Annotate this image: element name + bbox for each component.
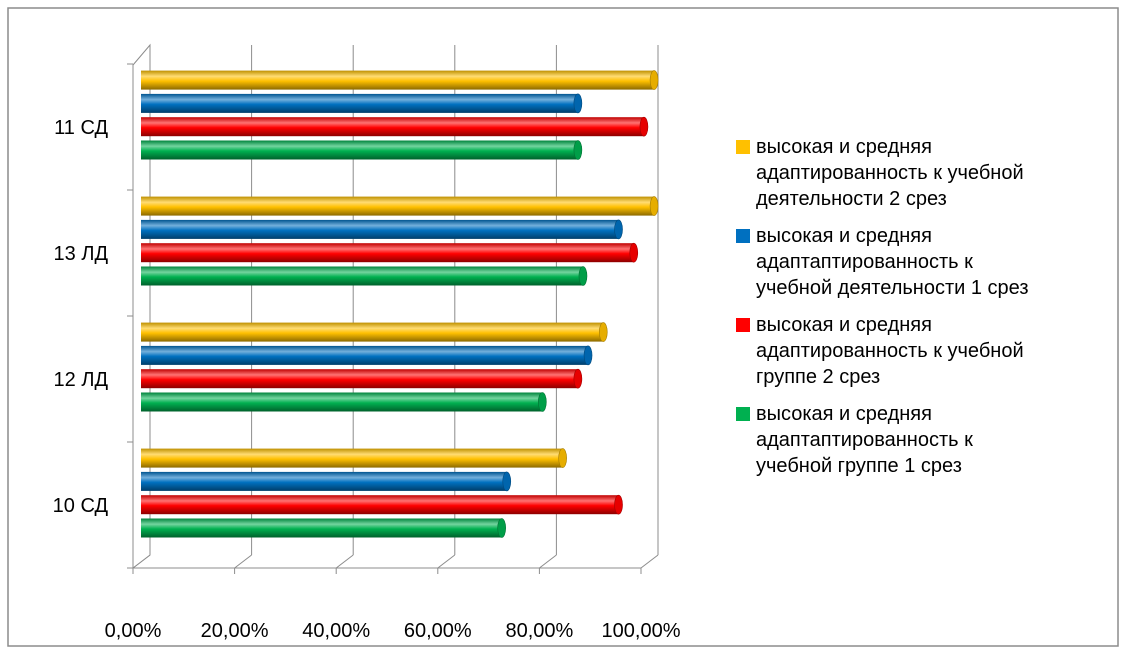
bar xyxy=(141,471,512,492)
legend-label-line: высокая и средняя xyxy=(756,314,932,336)
floor-gridline xyxy=(234,554,252,569)
y-axis-wall xyxy=(132,43,151,570)
legend-label-line: учебной группе 1 срез xyxy=(756,455,962,477)
x-tick-label: 40,00% xyxy=(302,620,370,642)
legend-swatch xyxy=(736,140,750,154)
x-tick-label: 80,00% xyxy=(505,620,573,642)
y-category-label: 11 СД xyxy=(54,117,108,139)
legend-item: высокая и средняя адаптированность к учеб… xyxy=(736,134,1116,212)
bar xyxy=(141,345,593,366)
legend-label: высокая и средняя адаптаптированность к уч… xyxy=(756,401,973,479)
bar xyxy=(141,116,649,137)
axis-labels: 0,00% 20,00% 40,00% 60,00% 80,00% 100,00% 10 С… xyxy=(53,117,681,642)
bar xyxy=(141,322,608,342)
legend-label-line: учебной деятельности 1 срез xyxy=(756,277,1029,299)
legend-item: высокая и средняя адаптаптированность к уч… xyxy=(736,401,1116,479)
legend-swatch xyxy=(736,229,750,243)
legend-label-line: деятельности 2 срез xyxy=(756,188,947,210)
legend-label-line: адаптированность к учебной xyxy=(756,162,1024,184)
legend: высокая и средняя адаптированность к учеб… xyxy=(736,134,1116,490)
x-tick-label: 0,00% xyxy=(105,620,162,642)
legend-label-line: адаптированность к учебной xyxy=(756,340,1024,362)
bar xyxy=(141,518,506,538)
legend-label-line: группе 2 срез xyxy=(756,366,881,388)
legend-label-line: адаптаптированность к xyxy=(756,429,973,451)
y-category-label: 12 ЛД xyxy=(54,369,109,391)
floor-gridline xyxy=(640,554,659,569)
bar xyxy=(141,242,639,263)
legend-swatch xyxy=(736,407,750,421)
legend-label: высокая и средняя адаптированность к учеб… xyxy=(756,134,1024,212)
legend-item: высокая и средняя адаптаптированность к уч… xyxy=(736,223,1116,301)
legend-item: высокая и средняя адаптированность к учеб… xyxy=(736,312,1116,390)
x-tick-label: 60,00% xyxy=(404,620,472,642)
bar xyxy=(141,368,583,389)
bar xyxy=(141,70,659,90)
bar xyxy=(141,93,583,114)
legend-label-line: высокая и средняя xyxy=(756,403,932,425)
bars xyxy=(141,70,659,538)
bar xyxy=(141,140,583,160)
floor-gridline xyxy=(437,554,456,569)
floor-gridline xyxy=(335,554,354,569)
legend-label: высокая и средняя адаптированность к учеб… xyxy=(756,312,1024,390)
floor-gridline xyxy=(539,554,557,569)
x-tick-label: 20,00% xyxy=(201,620,269,642)
legend-label-line: высокая и средняя xyxy=(756,136,932,158)
legend-label-line: адаптаптированность к xyxy=(756,251,973,273)
y-category-label: 13 ЛД xyxy=(54,243,109,265)
axes xyxy=(127,43,642,574)
bar xyxy=(141,392,547,412)
bar xyxy=(141,494,623,515)
bar xyxy=(141,448,567,468)
legend-swatch xyxy=(736,318,750,332)
x-tick-label: 100,00% xyxy=(602,620,681,642)
legend-label-line: высокая и средняя xyxy=(756,225,932,247)
bar xyxy=(141,219,623,240)
y-category-label: 10 СД xyxy=(53,495,109,517)
bar xyxy=(141,196,659,216)
bar xyxy=(141,266,588,286)
legend-label: высокая и средняя адаптаптированность к уч… xyxy=(756,223,1029,301)
